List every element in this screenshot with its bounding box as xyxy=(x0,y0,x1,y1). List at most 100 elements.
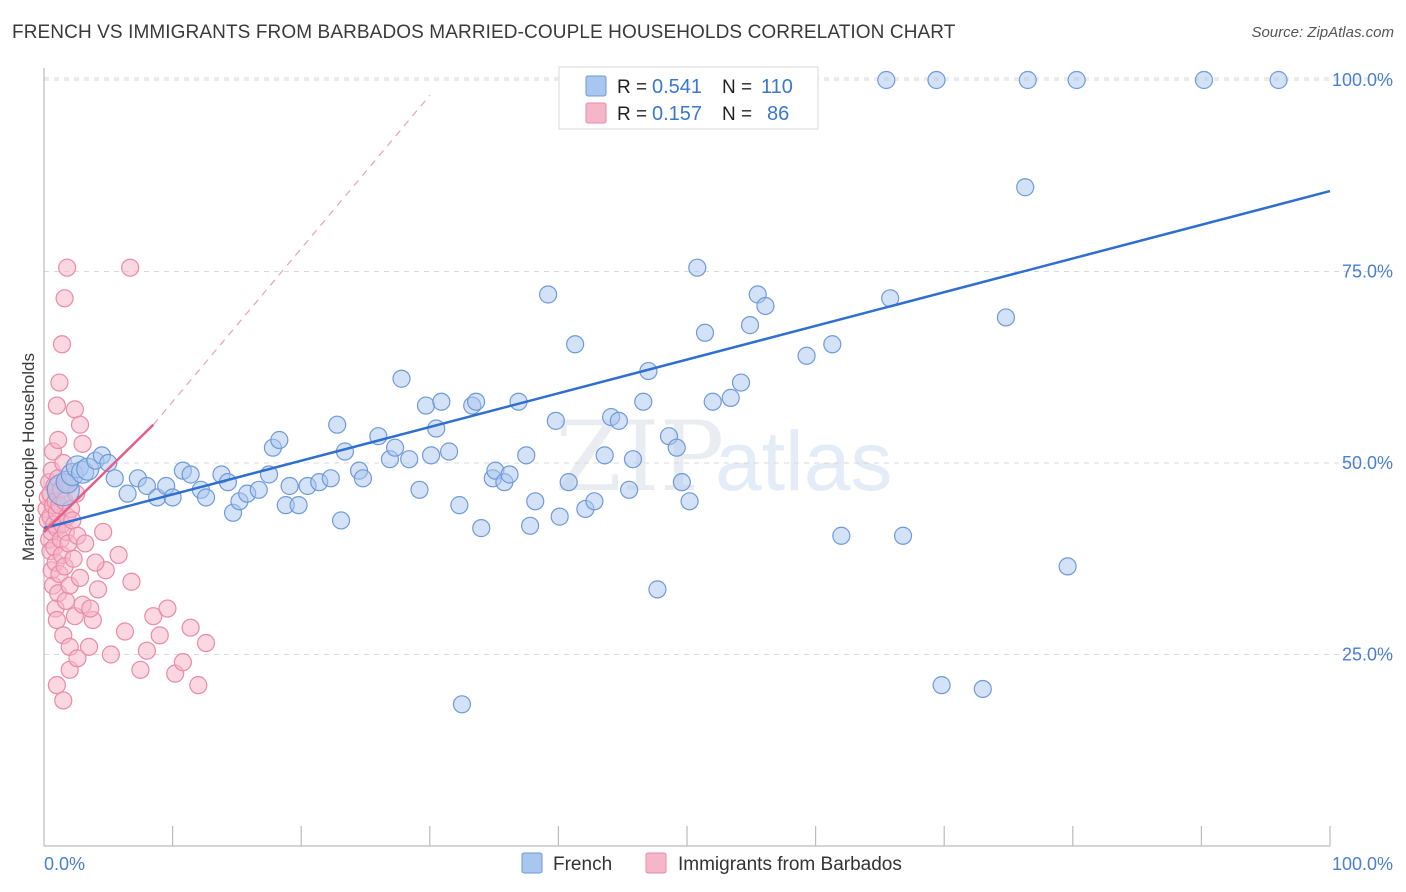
barbados-point xyxy=(47,676,66,695)
legend-box: R = 0.541 N = 110 R = 0.157 N = 86 xyxy=(558,66,819,130)
french-point xyxy=(620,480,639,499)
barbados-point xyxy=(64,549,83,568)
barbados-point xyxy=(189,676,208,695)
chart-source: Source: ZipAtlas.com xyxy=(1251,24,1394,41)
barbados-point xyxy=(86,553,105,572)
trendline-barbados xyxy=(43,423,155,533)
barbados-point xyxy=(81,599,100,618)
french-point xyxy=(823,335,842,354)
barbados-point xyxy=(121,258,140,277)
french-point xyxy=(1058,557,1077,576)
french-point xyxy=(756,296,775,316)
barbados-point xyxy=(158,599,177,618)
legend-swatch-french xyxy=(585,75,607,97)
french-point xyxy=(1194,70,1214,90)
french-point xyxy=(595,446,614,465)
french-point xyxy=(421,446,441,465)
french-point xyxy=(566,335,585,354)
french-point xyxy=(609,411,628,430)
barbados-point xyxy=(56,591,75,610)
gridlines xyxy=(44,77,1392,655)
french-point xyxy=(410,480,429,499)
french-point xyxy=(137,476,156,496)
french-point xyxy=(927,70,946,90)
bottom-legend-label-french: French xyxy=(553,854,612,875)
barbados-point xyxy=(115,622,135,641)
barbados-point xyxy=(49,430,68,450)
barbados-point xyxy=(137,641,156,660)
barbados-point xyxy=(73,434,92,453)
y-axis-label: Married-couple Households xyxy=(19,353,38,561)
y-tick-label-100: 100.0% xyxy=(1332,70,1393,90)
legend-r-value-french: 0.541 xyxy=(652,76,702,98)
french-point xyxy=(472,519,491,538)
french-point xyxy=(432,392,451,411)
legend-r-value-barbados: 0.157 xyxy=(652,103,702,125)
barbados-point xyxy=(109,545,128,565)
french-point xyxy=(877,70,896,90)
french-point xyxy=(99,453,118,473)
french-point xyxy=(721,388,740,407)
barbados-point xyxy=(101,645,120,664)
french-point xyxy=(270,430,289,450)
x-tick-label-100: 100.0% xyxy=(1332,854,1393,874)
trendline-barbados-extension xyxy=(152,94,431,426)
french-point xyxy=(353,469,373,488)
french-point xyxy=(585,492,604,511)
barbados-point xyxy=(144,607,163,626)
legend-swatch-barbados xyxy=(585,102,607,124)
french-point xyxy=(559,473,578,492)
barbados-point xyxy=(68,649,87,668)
french-point xyxy=(280,476,299,496)
barbados-point xyxy=(70,415,90,434)
french-point xyxy=(667,438,686,457)
french-point xyxy=(1016,178,1035,197)
barbados-point xyxy=(76,534,95,553)
watermark: ZIP atlas xyxy=(555,401,892,513)
legend-r-label-barbados: R = xyxy=(617,104,647,125)
x-tick-labels: 0.0% 100.0% xyxy=(44,854,1393,874)
french-point xyxy=(289,496,308,515)
french-point xyxy=(1067,70,1086,90)
french-point xyxy=(392,369,411,388)
french-point xyxy=(249,480,268,499)
bottom-legend-swatch-barbados xyxy=(645,852,667,874)
barbados-point xyxy=(94,522,113,542)
legend-n-label-french: N = xyxy=(722,77,752,98)
french-point xyxy=(740,316,760,335)
barbados-point xyxy=(58,258,77,277)
x-tick-marks xyxy=(172,826,1331,846)
chart-title: FRENCH VS IMMIGRANTS FROM BARBADOS MARRI… xyxy=(12,22,956,43)
french-point xyxy=(385,438,405,457)
french-point xyxy=(521,516,540,535)
french-point xyxy=(196,488,216,507)
french-point xyxy=(695,323,715,342)
watermark-atlas: atlas xyxy=(715,414,892,508)
barbados-point xyxy=(50,373,69,392)
french-point xyxy=(526,492,545,511)
barbados-point xyxy=(55,289,74,308)
y-tick-label-25: 25.0% xyxy=(1342,645,1393,665)
french-point xyxy=(181,465,200,484)
legend-n-label-barbados: N = xyxy=(722,104,752,125)
x-tick-label-0: 0.0% xyxy=(44,854,85,874)
bottom-legend: French Immigrants from Barbados xyxy=(521,852,902,875)
trendlines xyxy=(43,94,1331,533)
french-point xyxy=(648,580,667,599)
french-point xyxy=(932,676,951,695)
legend-n-value-barbados: 86 xyxy=(767,103,789,125)
barbados-point xyxy=(54,691,73,710)
bottom-legend-swatch-french xyxy=(521,852,543,874)
bottom-legend-label-barbados: Immigrants from Barbados xyxy=(678,854,902,875)
legend-n-value-french: 110 xyxy=(761,76,793,98)
legend-r-label-french: R = xyxy=(617,77,647,98)
french-point xyxy=(672,473,691,492)
french-point xyxy=(893,526,913,545)
trendline-french xyxy=(43,189,1331,530)
french-point xyxy=(1269,70,1288,90)
barbados-point xyxy=(88,580,108,599)
french-point xyxy=(973,679,992,699)
french-point xyxy=(416,396,436,415)
french-point xyxy=(321,469,340,488)
